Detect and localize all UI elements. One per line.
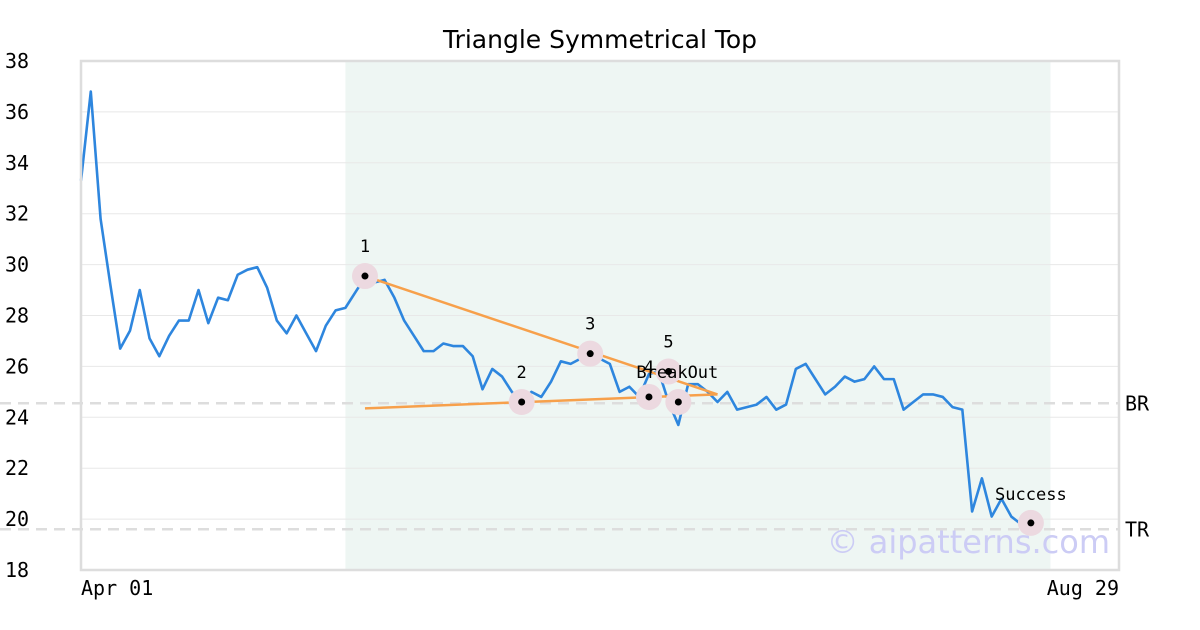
price-line [79, 90, 1041, 526]
chart-title: Triangle Symmetrical Top [442, 25, 757, 54]
watermark: © aipatterns.com [827, 523, 1110, 561]
y-tick-label: 26 [5, 354, 29, 378]
pivot-markers: 1 2 3 45 BreakOut Success [351, 237, 1067, 536]
y-tick-label: 34 [5, 151, 29, 175]
pivot-label: 4 [644, 358, 654, 378]
x-tick-label-start: Apr 01 [81, 576, 153, 600]
pivot-label: 3 [585, 315, 595, 335]
level-label: TR [1125, 517, 1150, 541]
y-tick-label: 38 [5, 49, 29, 73]
price-line-layer [79, 90, 1041, 526]
pivot-label: 2 [517, 363, 527, 383]
y-tick-label: 20 [5, 507, 29, 531]
y-tick-label: 32 [5, 202, 29, 226]
pivot-marker-dot [586, 350, 594, 358]
y-tick-label: 36 [5, 100, 29, 124]
level-label: BR [1125, 391, 1150, 415]
plot-border [79, 59, 1121, 572]
pivot-marker-dot [665, 367, 673, 375]
y-tick-label: 22 [5, 456, 29, 480]
y-tick-label: 24 [5, 405, 29, 429]
breakout-label: BreakOut [636, 363, 718, 383]
success-label: Success [995, 485, 1067, 505]
y-tick-label: 28 [5, 304, 29, 328]
y-tick-label: 30 [5, 253, 29, 277]
success-marker-dot [1027, 519, 1035, 527]
pivot-label: 1 [360, 237, 370, 257]
x-tick-label-end: Aug 29 [1047, 576, 1119, 600]
pivot-marker-dot [361, 272, 369, 280]
y-tick-label: 18 [5, 558, 29, 582]
pivot-marker-dot [645, 393, 653, 401]
level-lines: BR TR [0, 391, 1150, 541]
y-axis-ticks: 18 20 22 24 26 28 30 32 34 36 38 [5, 49, 29, 582]
pivot-label: 5 [663, 332, 673, 352]
plot-frame [79, 59, 1121, 572]
pivot-marker-dot [518, 398, 526, 406]
breakout-marker-dot [674, 398, 682, 406]
